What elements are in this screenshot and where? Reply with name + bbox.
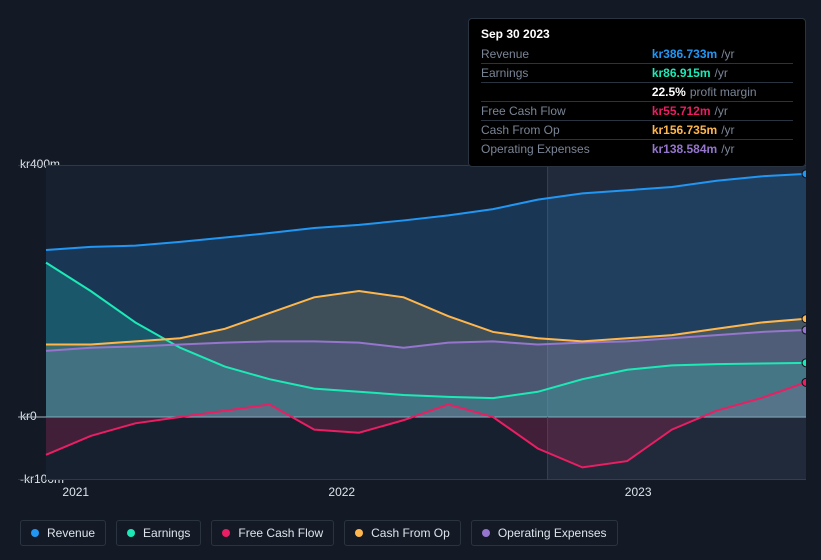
legend-label: Earnings (143, 526, 190, 540)
x-axis-label: 2021 (62, 485, 89, 499)
x-axis-label: 2022 (328, 485, 355, 499)
chart-tooltip: Sep 30 2023 Revenuekr386.733m/yrEarnings… (468, 18, 806, 167)
legend-dot-icon (482, 529, 490, 537)
legend-dot-icon (127, 529, 135, 537)
legend-item[interactable]: Operating Expenses (471, 520, 618, 546)
legend-dot-icon (222, 529, 230, 537)
legend-label: Operating Expenses (498, 526, 607, 540)
legend-label: Revenue (47, 526, 95, 540)
legend-item[interactable]: Free Cash Flow (211, 520, 334, 546)
legend-item[interactable]: Cash From Op (344, 520, 461, 546)
chart-plot (18, 165, 806, 480)
tooltip-row-label: Free Cash Flow (481, 102, 652, 121)
legend-item[interactable]: Earnings (116, 520, 201, 546)
tooltip-row-value: kr138.584m/yr (652, 140, 793, 159)
tooltip-row-value: 22.5%profit margin (652, 83, 793, 102)
legend-dot-icon (355, 529, 363, 537)
legend-label: Free Cash Flow (238, 526, 323, 540)
tooltip-table: Revenuekr386.733m/yrEarningskr86.915m/yr… (481, 45, 793, 158)
tooltip-row-label: Revenue (481, 45, 652, 64)
tooltip-row-label: Cash From Op (481, 121, 652, 140)
legend-label: Cash From Op (371, 526, 450, 540)
tooltip-row-label: Earnings (481, 64, 652, 83)
tooltip-row-value: kr55.712m/yr (652, 102, 793, 121)
tooltip-row-value: kr86.915m/yr (652, 64, 793, 83)
tooltip-row-value: kr156.735m/yr (652, 121, 793, 140)
tooltip-row-label: Operating Expenses (481, 140, 652, 159)
legend-dot-icon (31, 529, 39, 537)
tooltip-row-label (481, 83, 652, 102)
legend-item[interactable]: Revenue (20, 520, 106, 546)
tooltip-date: Sep 30 2023 (481, 27, 793, 45)
tooltip-row-value: kr386.733m/yr (652, 45, 793, 64)
x-axis-label: 2023 (625, 485, 652, 499)
legend: Revenue Earnings Free Cash Flow Cash From O… (20, 520, 618, 546)
